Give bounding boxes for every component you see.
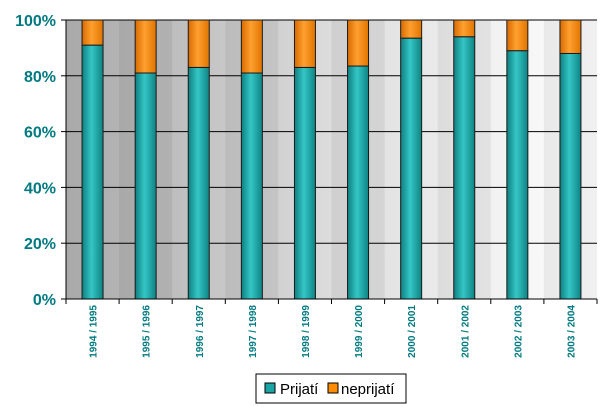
bar-neprijati [240,19,263,74]
x-tick-label: 2003 / 2004 [566,305,577,358]
legend-label: Prijatí [280,381,319,398]
bar-prijati [400,37,423,300]
x-tick-label: 1996 / 1997 [195,305,206,358]
y-tick-label: 100% [15,13,56,30]
x-tick-label: 2000 / 2001 [407,305,418,358]
x-tick-label: 2002 / 2003 [513,305,524,358]
x-tick-label: 1994 / 1995 [89,305,100,358]
x-tick-label: 1999 / 2000 [354,305,365,358]
bar-neprijati [453,19,476,38]
y-tick-label: 0% [33,292,56,309]
bar-neprijati [347,19,370,67]
bar-neprijati [506,19,529,52]
bar-prijati [453,36,476,300]
bar-neprijati [187,19,210,68]
bar-prijati [134,72,157,300]
bar-prijati [347,65,370,300]
y-tick-label: 20% [24,236,56,253]
bar-neprijati [293,19,316,68]
x-tick-label: 2001 / 2002 [460,305,471,358]
x-tick-label: 1995 / 1996 [142,305,153,358]
bar-prijati [81,44,104,300]
bar-neprijati [559,19,582,54]
bar-prijati [559,52,582,300]
bar-prijati [293,66,316,300]
y-tick-label: 40% [24,180,56,197]
legend-swatch [327,382,339,394]
legend-label: neprijatí [341,381,395,398]
bar-neprijati [134,19,157,74]
legend-swatch [264,382,276,394]
bar-neprijati [81,19,104,46]
bar-prijati [506,50,529,300]
x-tick-label: 1997 / 1998 [248,305,259,358]
y-tick-label: 80% [24,69,56,86]
bar-prijati [187,66,210,300]
x-tick-label: 1998 / 1999 [301,305,312,358]
y-tick-label: 60% [24,125,56,142]
bar-neprijati [400,19,423,39]
bar-prijati [240,72,263,300]
